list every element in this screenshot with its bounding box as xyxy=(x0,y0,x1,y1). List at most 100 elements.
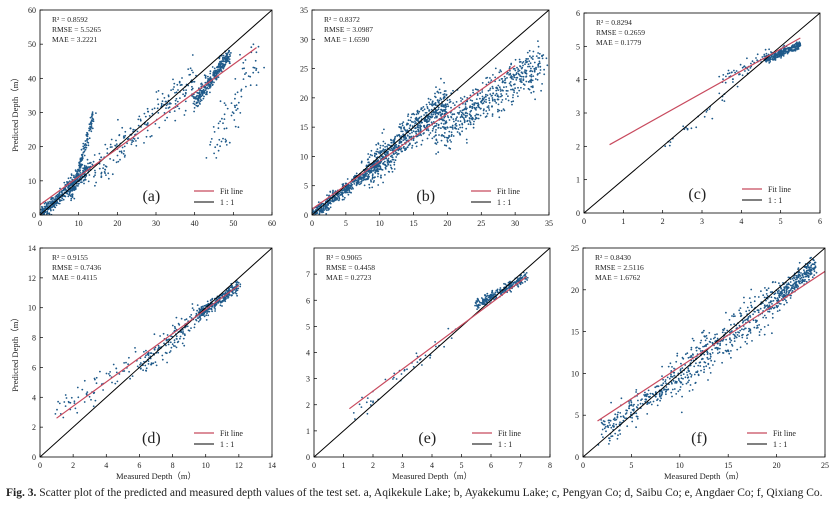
data-point xyxy=(680,411,683,414)
data-point xyxy=(458,113,460,115)
data-point xyxy=(245,85,247,88)
data-point xyxy=(446,99,449,102)
data-point xyxy=(673,388,676,390)
data-point xyxy=(166,116,169,119)
data-point xyxy=(671,395,673,398)
data-point xyxy=(796,42,799,45)
data-point xyxy=(371,176,374,179)
data-point xyxy=(367,158,369,161)
data-point xyxy=(531,65,534,68)
data-point xyxy=(496,87,499,90)
data-point xyxy=(479,92,482,95)
data-point xyxy=(454,123,457,126)
data-point xyxy=(173,339,176,341)
data-point xyxy=(120,150,123,153)
data-point xyxy=(254,59,257,62)
data-point xyxy=(531,79,534,82)
x-tick-label: 6 xyxy=(489,461,493,470)
data-point xyxy=(199,93,201,95)
data-point xyxy=(539,65,542,68)
data-point xyxy=(175,335,178,338)
data-point xyxy=(729,338,731,341)
data-point xyxy=(506,90,509,92)
data-point xyxy=(688,390,691,392)
data-point xyxy=(218,300,221,303)
data-point xyxy=(363,184,366,187)
data-point xyxy=(509,72,512,75)
data-point xyxy=(69,176,72,179)
data-point xyxy=(129,377,132,380)
data-point xyxy=(690,374,693,376)
data-point xyxy=(426,107,429,110)
data-point xyxy=(741,74,744,77)
data-point xyxy=(235,292,238,295)
data-point xyxy=(157,112,160,114)
data-point xyxy=(668,144,671,147)
data-point xyxy=(159,335,162,337)
data-point xyxy=(139,118,142,121)
data-point xyxy=(504,77,507,80)
data-point xyxy=(534,78,537,80)
data-point xyxy=(681,395,683,398)
data-point xyxy=(711,352,714,354)
data-point xyxy=(244,59,247,61)
data-point xyxy=(611,435,614,437)
data-point xyxy=(494,291,497,294)
data-point xyxy=(500,93,502,95)
data-point xyxy=(407,119,410,122)
data-point xyxy=(46,202,48,205)
data-point xyxy=(675,360,678,363)
data-point xyxy=(805,280,808,283)
x-tick-label: 2 xyxy=(371,461,375,470)
data-point xyxy=(439,111,441,113)
data-point xyxy=(225,127,228,130)
data-point xyxy=(440,105,443,107)
data-point xyxy=(398,126,400,128)
data-point xyxy=(730,339,733,342)
x-tick-label: 5 xyxy=(344,219,348,228)
data-point xyxy=(459,110,462,112)
data-point xyxy=(504,283,507,286)
data-point xyxy=(458,132,461,135)
data-point xyxy=(428,123,431,126)
data-point xyxy=(451,126,454,129)
data-point xyxy=(320,208,322,211)
data-point xyxy=(48,204,50,206)
data-point xyxy=(228,58,231,60)
data-point xyxy=(123,370,126,372)
data-point xyxy=(659,399,661,402)
data-point xyxy=(174,345,176,347)
data-point xyxy=(716,333,718,335)
data-point xyxy=(209,91,211,94)
data-point xyxy=(242,61,245,64)
data-point xyxy=(664,145,667,148)
data-point xyxy=(533,70,536,73)
data-point xyxy=(132,140,135,143)
data-point xyxy=(347,189,349,191)
data-point xyxy=(219,63,222,66)
data-point xyxy=(602,420,605,422)
data-point xyxy=(436,141,439,144)
data-point xyxy=(765,289,768,291)
data-point xyxy=(200,308,203,311)
data-point xyxy=(415,113,418,116)
data-point xyxy=(420,115,423,118)
data-point xyxy=(434,92,436,95)
data-point xyxy=(255,51,258,54)
data-point xyxy=(771,303,773,305)
data-point xyxy=(779,54,782,57)
data-point xyxy=(202,305,204,308)
data-point xyxy=(180,317,183,320)
data-point xyxy=(98,152,101,155)
data-point xyxy=(237,101,240,104)
data-point xyxy=(90,398,92,401)
data-point xyxy=(181,84,183,86)
data-point xyxy=(428,134,431,136)
data-point xyxy=(41,208,44,210)
data-point xyxy=(678,379,680,381)
fit-line xyxy=(312,65,516,210)
data-point xyxy=(681,367,684,369)
data-point xyxy=(212,126,215,128)
data-point xyxy=(178,107,181,110)
data-point xyxy=(497,110,499,113)
